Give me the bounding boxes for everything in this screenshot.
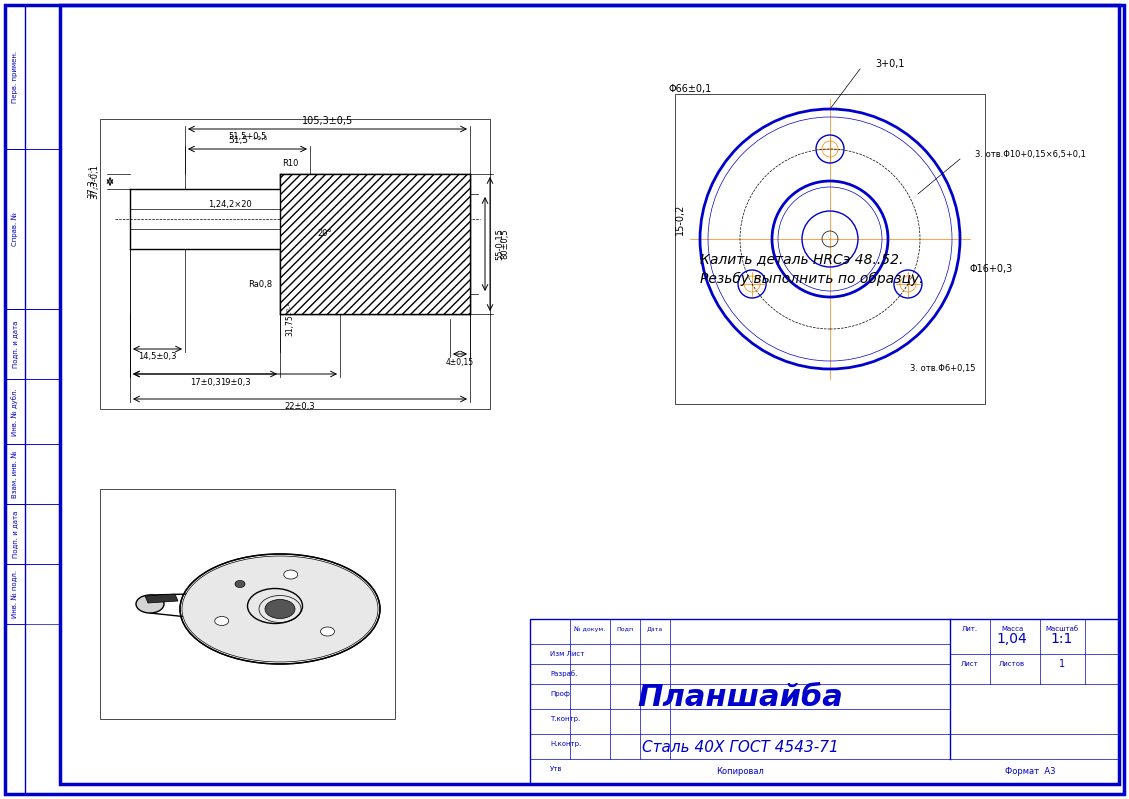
Text: 3. отв.Φ6+0,15: 3. отв.Φ6+0,15: [910, 364, 975, 373]
Text: Ra0,8: Ra0,8: [248, 280, 272, 288]
Bar: [5, 379, 25, 444]
Text: Изм Лист: Изм Лист: [550, 651, 585, 657]
Ellipse shape: [135, 595, 164, 613]
Text: Резьбу выполнить по образцу.: Резьбу выполнить по образцу.: [700, 272, 924, 286]
Text: 1: 1: [1059, 659, 1065, 669]
Text: Планшайба: Планшайба: [637, 682, 843, 711]
Ellipse shape: [215, 617, 229, 626]
Text: 22±0,3: 22±0,3: [285, 403, 315, 411]
Text: Дата: Дата: [647, 626, 663, 631]
Text: 17±0,3: 17±0,3: [190, 377, 220, 387]
Bar: [5, 149, 60, 309]
Text: 1:1: 1:1: [1051, 632, 1074, 646]
Text: Лист: Лист: [961, 661, 979, 667]
Text: 4±0,15: 4±0,15: [446, 357, 474, 367]
Ellipse shape: [265, 599, 295, 618]
Text: 37,3-0,1: 37,3-0,1: [90, 164, 99, 199]
Text: Φ66±0,1: Φ66±0,1: [668, 84, 711, 94]
Bar: [5, 379, 60, 444]
Bar: [5, 564, 25, 624]
Text: Инв. № подл.: Инв. № подл.: [11, 570, 18, 618]
Text: Копировал: Копировал: [716, 768, 764, 777]
Bar: [5, 5, 60, 149]
Bar: [5, 5, 25, 794]
Text: 51,5+0,5: 51,5+0,5: [228, 132, 266, 141]
Text: R10: R10: [282, 160, 298, 169]
Ellipse shape: [321, 627, 334, 636]
Bar: [5, 444, 25, 504]
Text: 51,5˙⁺⁰⋅⁵: 51,5˙⁺⁰⋅⁵: [228, 137, 268, 145]
Text: Листов: Листов: [999, 661, 1025, 667]
Bar: [5, 309, 25, 379]
Text: Подп. и дата: Подп. и дата: [12, 511, 18, 558]
Text: 37,3₋⁰⋅¹: 37,3₋⁰⋅¹: [88, 165, 96, 197]
Text: Масштаб: Масштаб: [1045, 626, 1078, 632]
Text: Разраб.: Разраб.: [550, 670, 577, 678]
Bar: [100, 489, 395, 719]
Text: 15-0,2: 15-0,2: [675, 203, 685, 235]
Ellipse shape: [235, 581, 245, 587]
Text: Справ. №: Справ. №: [11, 212, 18, 246]
Text: Калить деталь HRCэ 48..52.: Калить деталь HRCэ 48..52.: [700, 252, 903, 266]
Text: 19±0,3: 19±0,3: [220, 377, 251, 387]
Text: Проф: Проф: [550, 691, 570, 697]
Bar: [530, 619, 1119, 784]
Text: № докум.: № докум.: [575, 626, 605, 632]
Bar: [5, 564, 60, 624]
Text: Н.контр.: Н.контр.: [550, 741, 581, 747]
Text: 1,04: 1,04: [997, 632, 1027, 646]
Text: 31,75₋⁰⋅¹: 31,75₋⁰⋅¹: [286, 302, 295, 336]
Ellipse shape: [182, 556, 378, 662]
Text: 3. отв.Φ10+0,15×6,5+0,1: 3. отв.Φ10+0,15×6,5+0,1: [975, 149, 1086, 158]
Text: Сталь 40Х ГОСТ 4543-71: Сталь 40Х ГОСТ 4543-71: [641, 740, 839, 754]
Text: 80±0,5: 80±0,5: [500, 229, 509, 260]
Ellipse shape: [283, 570, 298, 579]
Text: 1,24,2×20: 1,24,2×20: [208, 200, 252, 209]
Bar: [100, 119, 490, 409]
Text: Подп. и дата: Подп. и дата: [12, 320, 18, 368]
Text: Инв. № дубл.: Инв. № дубл.: [11, 388, 18, 436]
Text: Перв. примен.: Перв. примен.: [12, 51, 18, 103]
Bar: [5, 309, 60, 379]
Text: Утв: Утв: [550, 766, 562, 772]
Text: Формат  А3: Формат А3: [1005, 768, 1056, 777]
Text: 105,3±0,5: 105,3±0,5: [301, 116, 353, 126]
Bar: [5, 444, 60, 504]
Text: Взам. инв. №: Взам. инв. №: [12, 451, 18, 498]
Text: Т.контр.: Т.контр.: [550, 716, 580, 722]
Polygon shape: [280, 174, 470, 314]
Text: 14,5±0,3: 14,5±0,3: [138, 352, 177, 361]
Text: 3+0,1: 3+0,1: [875, 59, 904, 69]
Text: 20°: 20°: [317, 229, 332, 238]
Bar: [5, 504, 60, 564]
Bar: [5, 504, 25, 564]
Text: Подп: Подп: [616, 626, 633, 631]
Text: Лит.: Лит.: [962, 626, 978, 632]
Text: Φ16+0,3: Φ16+0,3: [970, 264, 1013, 274]
Polygon shape: [145, 594, 178, 603]
Text: Масса: Масса: [1001, 626, 1023, 632]
Bar: [5, 5, 25, 149]
Text: 55-0,15: 55-0,15: [496, 228, 505, 260]
Bar: [675, 94, 984, 404]
Bar: [5, 149, 25, 309]
